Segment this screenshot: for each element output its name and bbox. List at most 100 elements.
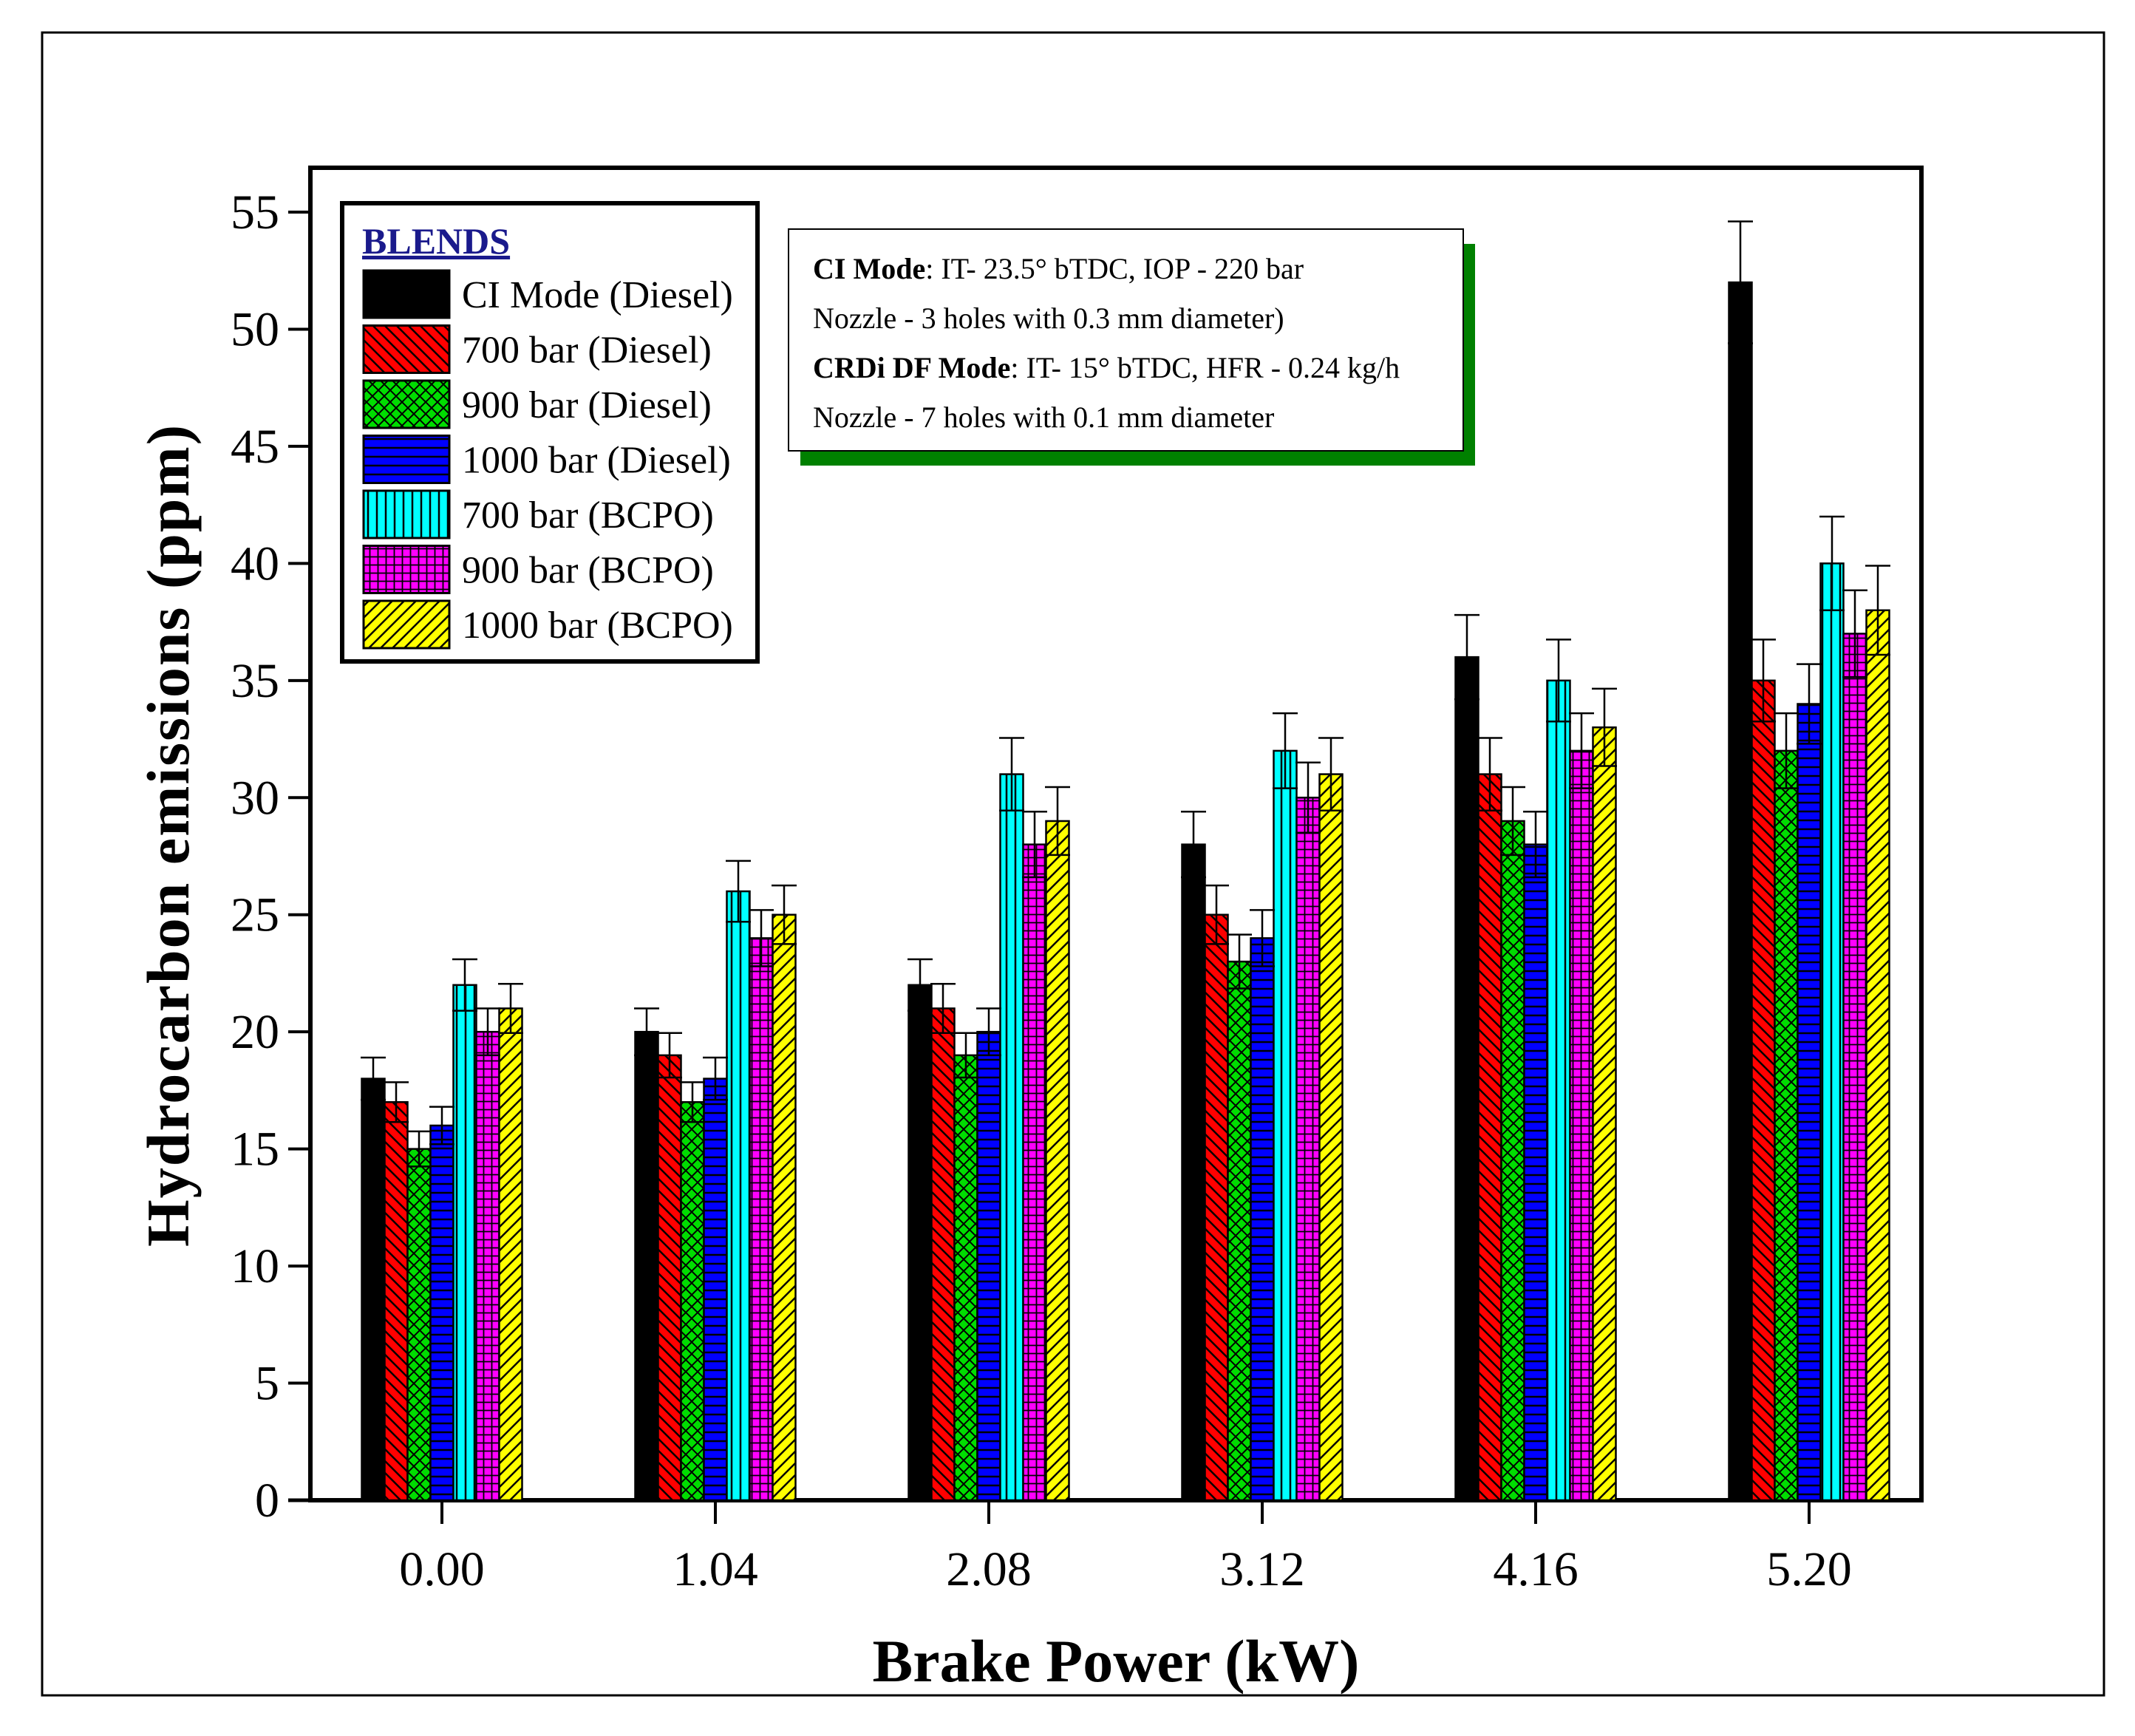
error-bar [1819,515,1845,611]
error-bar [1295,761,1321,834]
bar-series-group [361,281,1890,1502]
error-bar [1204,884,1229,945]
annotation-line: CI Mode: IT- 23.5° bTDC, IOP - 220 bar [813,252,1304,285]
annotation-lines: CI Mode: IT- 23.5° bTDC, IOP - 220 bar No… [813,252,1400,434]
annotation-line: Nozzle - 7 holes with 0.1 mm diameter [813,401,1274,434]
legend-swatch [364,270,449,318]
legend-label: 1000 bar (Diesel) [462,440,731,482]
legend-label: 900 bar (Diesel) [462,384,712,426]
bar-series [406,749,1799,1502]
error-bar [1477,737,1502,811]
legend-label: 700 bar (BCPO) [462,494,714,537]
bar-pattern [1478,774,1502,1500]
error-bar [1751,639,1776,723]
error-bar [361,1056,386,1101]
error-bar [772,884,797,945]
bar-pattern [476,1032,500,1500]
bar-pattern [430,1125,454,1500]
error-bar [908,958,933,1012]
bar-pattern [1296,797,1320,1500]
bar-series [429,703,1822,1502]
bar-pattern [1866,610,1890,1500]
error-bar [1022,811,1047,879]
annotation-frame [788,228,1464,452]
y-tick-label: 35 [231,654,279,708]
bar-pattern [1250,938,1274,1500]
bar-pattern [1000,774,1024,1500]
annotation-line: CRDi DF Mode: IT- 15° bTDC, HFR - 0.24 k… [813,351,1400,384]
error-bar-group [361,220,1890,1168]
x-tick-label: 2.08 [946,1542,1032,1596]
bar-pattern [1547,680,1570,1501]
figure-frame [41,31,2105,1697]
bar-pattern [1774,750,1798,1500]
error-bar [1523,811,1548,879]
y-tick-label: 45 [231,420,279,474]
bar [908,984,932,1500]
bar-pattern [407,1148,431,1500]
bar [361,1078,385,1500]
x-tick-label: 0.00 [399,1542,485,1596]
bar-series [384,679,1776,1502]
error-bar [749,909,774,967]
error-bar [680,1081,705,1123]
error-bar [452,958,477,1012]
bar [1729,282,1752,1500]
error-bar [1227,933,1252,990]
bar [635,1032,658,1500]
error-bar [999,737,1024,811]
error-bar [498,982,523,1035]
bar-pattern [1046,820,1069,1500]
legend-label: 1000 bar (BCPO) [462,605,733,647]
bar-pattern [1501,820,1525,1500]
y-tick-label: 50 [231,302,279,356]
legend-item: 700 bar (BCPO) [362,489,714,539]
bar-pattern [772,914,796,1500]
bar-pattern [1751,680,1775,1501]
error-bar [406,1130,432,1168]
error-bar [1454,613,1479,701]
error-bar [930,982,956,1035]
y-tick-label: 0 [255,1474,279,1528]
error-bar [1273,712,1298,789]
legend-label: CI Mode (Diesel) [462,274,733,316]
error-bar [1842,589,1867,678]
y-tick-label: 10 [231,1239,279,1293]
legend: BLENDS CI Mode (Diesel) 700 bar (Diesel) 9… [340,201,760,664]
error-bar [726,860,751,923]
x-tick-label: 4.16 [1493,1542,1579,1596]
bar-pattern [749,938,773,1500]
bar-pattern [384,1102,408,1500]
error-bar [1569,712,1594,789]
error-bar [703,1056,728,1101]
bar-series [452,562,1845,1502]
error-bar [1045,786,1070,857]
bar-pattern [1797,704,1821,1501]
y-tick-label: 55 [231,185,279,239]
y-tick-label: 5 [255,1357,279,1411]
error-bar [1592,687,1617,767]
annotation-line: Nozzle - 3 holes with 0.3 mm diameter) [813,302,1284,335]
bar-pattern [726,891,750,1500]
x-tick-label: 5.20 [1766,1542,1852,1596]
x-tick-label: 3.12 [1219,1542,1305,1596]
bar-pattern [1570,750,1593,1500]
legend-item: 900 bar (BCPO) [362,545,714,594]
error-bar [475,1007,500,1057]
bar-pattern [1023,844,1046,1500]
y-tick-label: 15 [231,1123,279,1177]
y-tick-label: 25 [231,888,279,942]
bar-pattern [931,1008,955,1500]
bar [1182,844,1205,1500]
error-bar [1500,786,1525,857]
error-bar [657,1032,682,1079]
error-bar [953,1032,978,1079]
y-tick-label: 40 [231,537,279,590]
legend-label: 900 bar (BCPO) [462,550,714,592]
error-bar [384,1081,409,1123]
error-bar [1546,639,1571,723]
error-bar [429,1106,454,1146]
error-bar [1250,909,1275,967]
